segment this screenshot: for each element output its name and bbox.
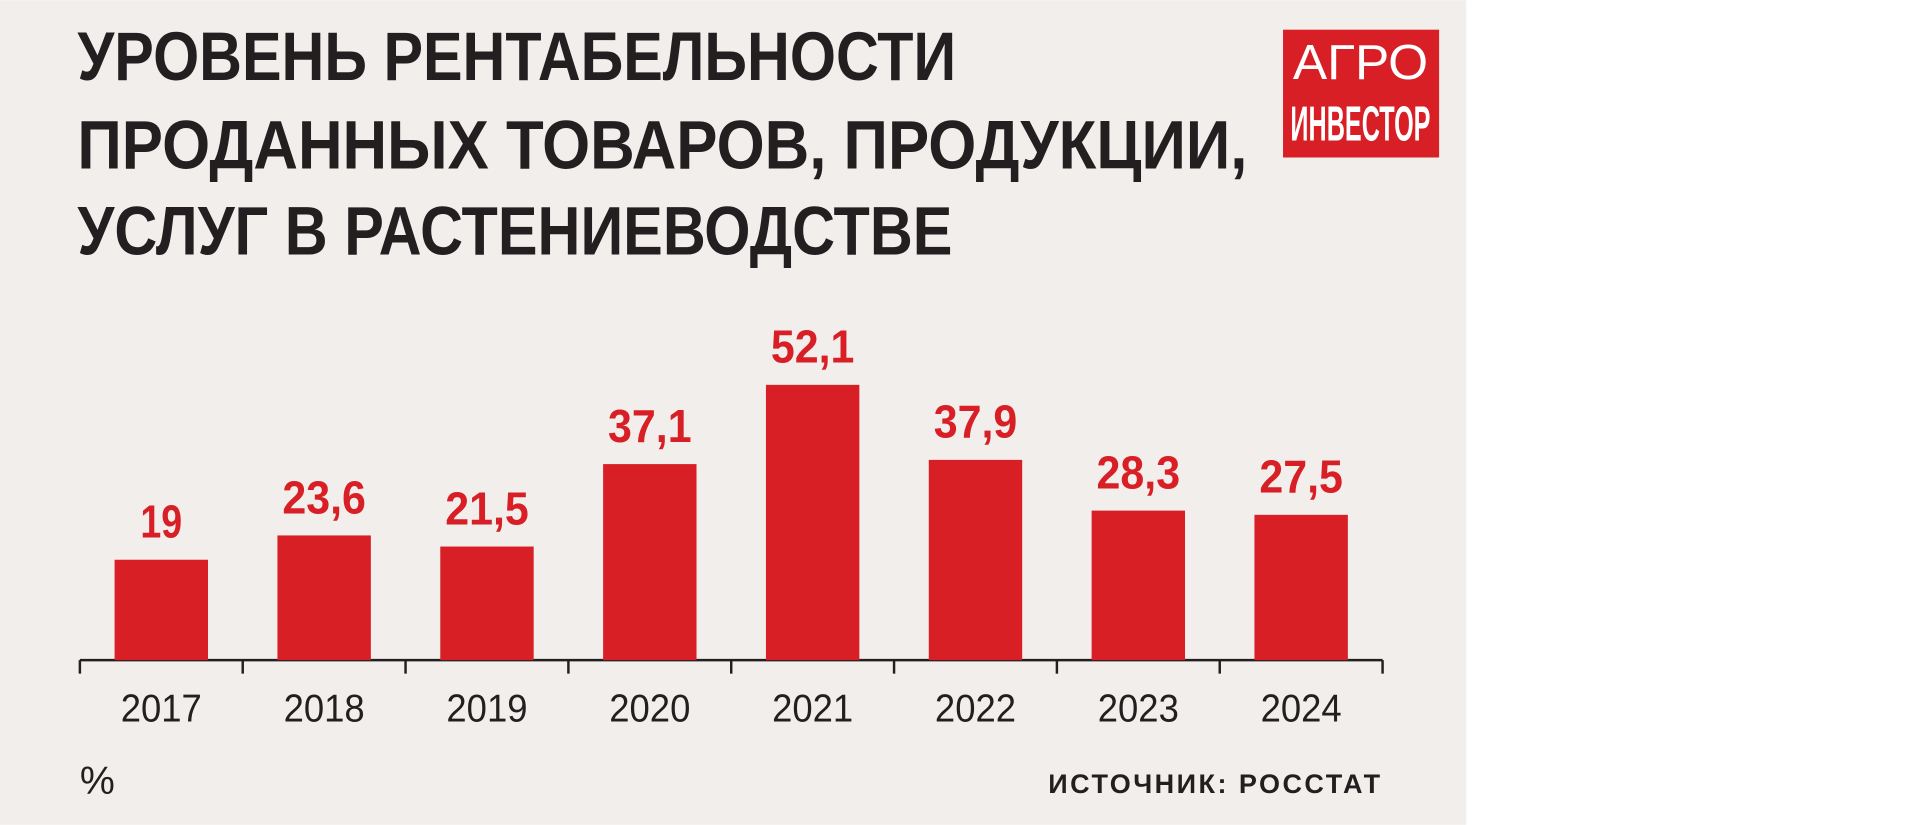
bar <box>114 559 209 661</box>
x-tick-label: 2018 <box>284 687 365 731</box>
value-label: 21,5 <box>445 482 529 534</box>
x-tick-label: 2019 <box>446 687 527 731</box>
logo-text: АГРО <box>1293 36 1428 90</box>
logo-box <box>1283 29 1440 158</box>
bar <box>1254 514 1348 661</box>
x-tick-label: 2020 <box>609 687 690 731</box>
value-label: 37,9 <box>934 396 1018 448</box>
bar <box>765 384 860 661</box>
x-tick-label: 2017 <box>121 687 202 731</box>
chart-title: УРОВЕНЬ РЕНТАБЕЛЬНОСТИ <box>77 18 956 95</box>
bar <box>440 546 534 661</box>
chart-background <box>0 0 1467 825</box>
chart-title: УСЛУГ В РАСТЕНИЕВОДСТВЕ <box>77 193 952 270</box>
bar <box>277 535 371 661</box>
logo-text: ИНВЕСТОР <box>1290 97 1430 151</box>
source: ИСТОЧНИК: РОССТАТ <box>1048 769 1382 799</box>
bar <box>1091 510 1186 661</box>
unit-label: % <box>80 759 115 803</box>
value-label: 23,6 <box>282 471 366 523</box>
x-tick-label: 2021 <box>772 687 853 731</box>
value-label: 27,5 <box>1259 451 1343 503</box>
x-tick-label: 2022 <box>935 687 1016 731</box>
x-tick-label: 2023 <box>1098 687 1179 731</box>
value-label: 52,1 <box>771 321 855 373</box>
value-label: 19 <box>140 496 182 548</box>
bar <box>928 459 1023 661</box>
bar <box>603 464 697 661</box>
x-tick-label: 2024 <box>1261 687 1342 731</box>
value-label: 37,1 <box>608 400 692 452</box>
chart-title: ПРОДАННЫХ ТОВАРОВ, ПРОДУКЦИИ, <box>77 107 1247 184</box>
value-label: 28,3 <box>1097 446 1181 498</box>
